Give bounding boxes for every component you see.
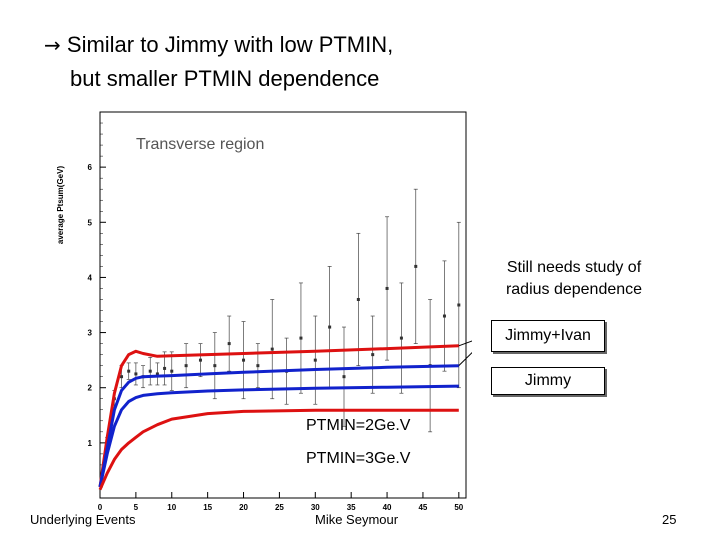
x-tick-label: 35	[347, 503, 356, 512]
data-point	[148, 369, 152, 373]
page-number: 25	[662, 512, 677, 527]
footer-author: Mike Seymour	[315, 512, 399, 527]
data-point	[356, 297, 360, 301]
y-tick-label: 4	[88, 273, 93, 282]
data-point	[184, 364, 188, 368]
x-tick-label: 10	[167, 503, 176, 512]
x-axis-label: Pt leading jet(GeV)	[393, 513, 464, 514]
chart-title: Transverse region	[136, 136, 264, 153]
x-tick-label: 40	[383, 503, 392, 512]
data-point	[442, 314, 446, 318]
headline-line-2: but smaller PTMIN dependence	[70, 66, 380, 91]
series-line-1	[98, 344, 459, 488]
ptmin-3gev-label: PTMIN=3Ge.V	[306, 450, 411, 467]
data-point	[242, 358, 246, 362]
x-tick-label: 30	[311, 503, 320, 512]
ptmin-2gev-label: PTMIN=2Ge.V	[306, 417, 411, 434]
x-tick-label: 15	[203, 503, 212, 512]
headline-line-1: Similar to Jimmy with low PTMIN,	[66, 32, 394, 57]
data-point	[457, 303, 461, 307]
data-point	[163, 366, 167, 370]
series-line-4	[98, 408, 459, 491]
x-tick-label: 0	[98, 503, 103, 512]
slide-headline: → Similar to Jimmy with low PTMIN, but s…	[44, 28, 393, 95]
x-tick-label: 25	[275, 503, 284, 512]
data-point	[227, 342, 231, 346]
y-axis-label: average Ptsum(GeV)	[56, 166, 65, 245]
series-line-3	[98, 384, 459, 488]
data-point	[170, 369, 174, 373]
jimmy-callout: Jimmy	[491, 367, 605, 395]
connector-jimmy-ivan-2	[458, 351, 472, 367]
footer-topic: Underlying Events	[30, 512, 136, 527]
x-tick-label: 45	[418, 503, 427, 512]
data-point	[342, 375, 346, 379]
data-point	[299, 336, 303, 340]
data-point	[399, 336, 403, 340]
y-tick-label: 1	[88, 439, 93, 448]
x-tick-label: 20	[239, 503, 248, 512]
data-point	[371, 353, 375, 357]
data-point	[414, 264, 418, 268]
data-point	[328, 325, 332, 329]
connector-jimmy-ivan	[458, 340, 472, 347]
study-note: Still needs study of radius dependence	[492, 257, 656, 301]
plot-frame	[99, 111, 467, 499]
y-tick-label: 6	[88, 163, 93, 172]
y-tick-label: 3	[88, 329, 93, 338]
data-point	[127, 369, 131, 373]
data-point	[213, 364, 217, 368]
data-point	[134, 372, 138, 376]
data-point	[313, 358, 317, 362]
x-tick-label: 5	[134, 503, 139, 512]
jimmy-ivan-callout: Jimmy+Ivan	[491, 320, 605, 352]
data-point	[198, 358, 202, 362]
series-line-2	[98, 364, 459, 488]
data-point	[385, 286, 389, 290]
data-point	[270, 347, 274, 351]
x-tick-label: 50	[454, 503, 463, 512]
data-point	[256, 364, 260, 368]
y-tick-label: 2	[88, 384, 93, 393]
y-tick-label: 5	[88, 218, 93, 227]
data-point	[120, 375, 124, 379]
data-point	[155, 372, 159, 376]
right-arrow-icon: →	[44, 33, 61, 57]
